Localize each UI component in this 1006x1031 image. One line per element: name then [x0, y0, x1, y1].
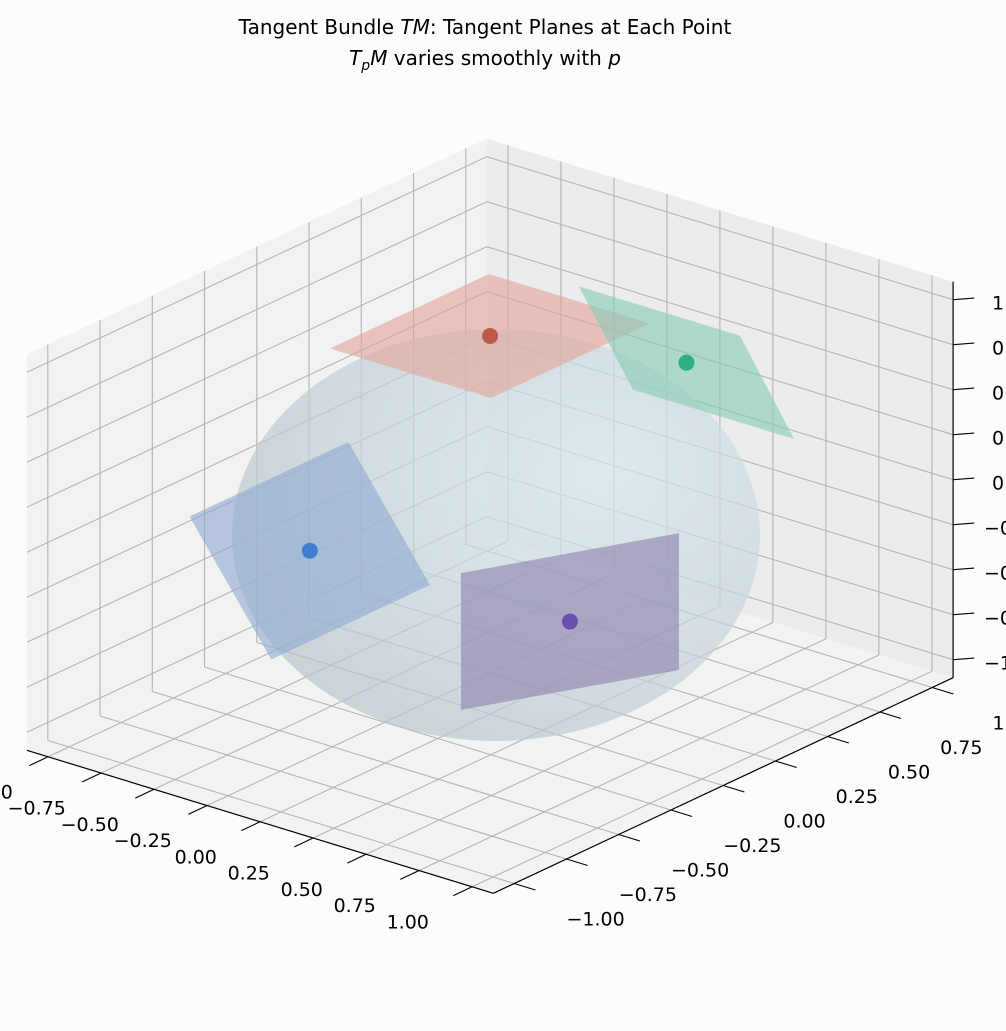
- y-tick: [670, 809, 693, 818]
- x-tick: [347, 853, 367, 864]
- z-tick: [953, 567, 975, 571]
- data-point: [678, 354, 695, 371]
- x-tick-label: 0.25: [228, 863, 270, 885]
- x-tick-label: −0.50: [61, 814, 119, 836]
- y-tick: [879, 711, 902, 720]
- x-tick: [400, 870, 420, 880]
- data-points: [301, 328, 695, 630]
- y-tick-label: 0.75: [940, 737, 982, 759]
- y-tick-label: −0.25: [723, 835, 781, 857]
- y-tick-label: −1.00: [566, 909, 624, 931]
- grid-line-z-ywall: [486, 246, 954, 391]
- x-tick: [135, 788, 155, 799]
- x-tick: [294, 837, 314, 848]
- x-tick-label: 0.75: [334, 895, 376, 917]
- y-tick: [566, 858, 588, 867]
- grid-line-z-ywall: [486, 201, 954, 346]
- grid-line-x-floor: [418, 654, 880, 872]
- z-tick-label: 0.00: [992, 473, 1006, 495]
- x-tick: [29, 756, 49, 767]
- z-tick: [953, 477, 975, 481]
- grid-line-z-xwall: [26, 201, 487, 418]
- z-tick-label: 1.00: [992, 293, 1006, 315]
- tick-labels: −1.00−0.75−0.50−0.250.000.250.500.751.00…: [0, 293, 1006, 934]
- y-tick: [723, 784, 745, 793]
- y-tick-label: 0.25: [836, 786, 878, 808]
- z-tick-label: 0.50: [992, 383, 1006, 405]
- z-tick: [953, 432, 975, 436]
- grid-line-z-xwall: [26, 156, 487, 373]
- y-tick-label: −0.50: [671, 860, 729, 882]
- grid-line-x-floor: [471, 670, 933, 888]
- z-tick-label: 0.25: [992, 428, 1006, 450]
- z-tick: [953, 387, 975, 391]
- z-tick-label: 0.75: [992, 338, 1006, 360]
- z-tick: [953, 297, 975, 301]
- z-tick-label: −0.50: [984, 563, 1006, 585]
- y-tick-label: 0.00: [783, 811, 825, 833]
- y-tick: [932, 686, 954, 695]
- x-tick-label: 0.00: [175, 846, 217, 868]
- data-point: [482, 328, 498, 344]
- z-tick: [953, 612, 975, 616]
- x-tick-label: −1.00: [0, 781, 13, 803]
- data-point: [561, 613, 578, 630]
- y-tick-label: 0.50: [888, 762, 930, 784]
- chart-title-line1: Tangent Bundle TM: Tangent Planes at Eac…: [238, 15, 732, 39]
- tick-marks: [29, 297, 975, 897]
- z-tick-label: −0.25: [984, 518, 1006, 540]
- y-tick-label: −0.75: [619, 884, 677, 906]
- x-tick-label: −0.75: [8, 798, 66, 820]
- y-axis-line: [493, 677, 954, 894]
- grid-line-x-floor: [365, 638, 827, 855]
- z-tick-label: −0.75: [984, 608, 1006, 630]
- x-tick: [188, 805, 208, 815]
- x-tick-label: 1.00: [387, 911, 429, 933]
- y-tick: [618, 833, 641, 842]
- data-point: [301, 542, 318, 559]
- y-tick: [775, 760, 797, 769]
- grid-line-z-ywall: [486, 156, 954, 301]
- x-tick: [453, 886, 473, 897]
- chart-title-line2: TpM varies smoothly with p: [349, 46, 621, 74]
- z-tick-label: −1.00: [984, 653, 1006, 675]
- z-tick: [953, 522, 975, 526]
- x-tick-label: 0.50: [281, 879, 323, 901]
- grid-line-z-xwall: [26, 246, 487, 463]
- x-tick: [82, 772, 102, 783]
- y-tick: [827, 735, 850, 744]
- x-tick-label: −0.25: [114, 830, 172, 852]
- y-tick: [514, 882, 536, 891]
- x-tick: [241, 821, 261, 832]
- z-tick: [953, 342, 975, 346]
- y-tick-label: 1.00: [992, 713, 1006, 735]
- z-tick: [953, 657, 975, 661]
